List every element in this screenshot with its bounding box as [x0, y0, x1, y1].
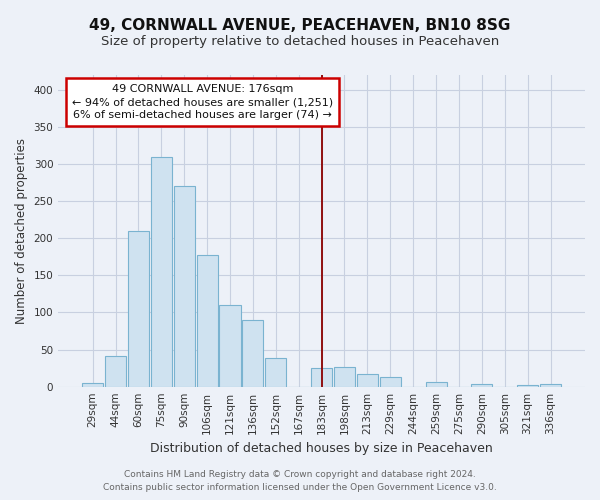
Bar — [220, 305, 241, 386]
Text: Size of property relative to detached houses in Peacehaven: Size of property relative to detached ho… — [101, 35, 499, 48]
Bar — [128, 231, 149, 386]
Text: 49, CORNWALL AVENUE, PEACEHAVEN, BN10 8SG: 49, CORNWALL AVENUE, PEACEHAVEN, BN10 8S… — [89, 18, 511, 32]
Bar — [517, 385, 538, 386]
Bar — [173, 186, 195, 386]
Bar — [105, 356, 126, 386]
Bar — [540, 384, 561, 386]
Bar — [311, 368, 332, 386]
Bar — [334, 368, 355, 386]
Bar — [242, 320, 263, 386]
Bar — [380, 377, 401, 386]
Text: Contains HM Land Registry data © Crown copyright and database right 2024.
Contai: Contains HM Land Registry data © Crown c… — [103, 470, 497, 492]
Bar — [265, 358, 286, 386]
Y-axis label: Number of detached properties: Number of detached properties — [15, 138, 28, 324]
Bar — [151, 156, 172, 386]
X-axis label: Distribution of detached houses by size in Peacehaven: Distribution of detached houses by size … — [150, 442, 493, 455]
Bar — [472, 384, 493, 386]
Bar — [197, 254, 218, 386]
Bar — [82, 383, 103, 386]
Bar — [425, 382, 446, 386]
Text: 49 CORNWALL AVENUE: 176sqm
← 94% of detached houses are smaller (1,251)
6% of se: 49 CORNWALL AVENUE: 176sqm ← 94% of deta… — [72, 84, 333, 120]
Bar — [357, 374, 378, 386]
